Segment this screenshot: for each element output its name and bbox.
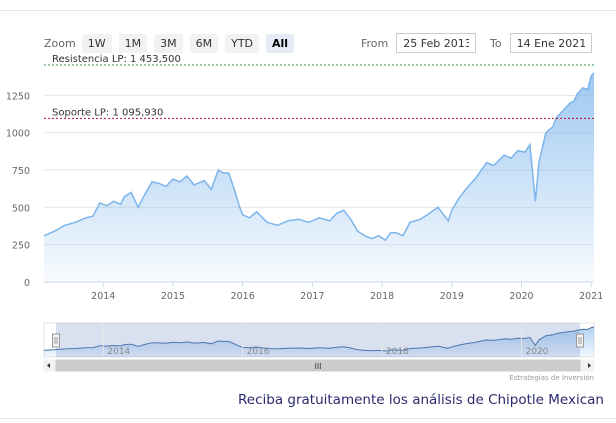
zoom-1m-button[interactable]: 1M: [118, 33, 148, 53]
zoom-all-button[interactable]: All: [266, 33, 295, 53]
zoom-label: Zoom: [44, 36, 76, 50]
x-tick-label: 2019: [440, 291, 464, 302]
to-date-input[interactable]: [509, 33, 592, 53]
x-tick-label: 2020: [509, 291, 533, 302]
zoom-toolbar: Zoom 1W 1M 3M 6M YTD All: [44, 33, 301, 53]
credits[interactable]: Estrategias de Inversión: [509, 374, 594, 382]
navigator-left-handle[interactable]: [52, 333, 60, 348]
x-tick-label: 2014: [91, 291, 115, 302]
y-tick-label: 0: [24, 278, 30, 289]
scroll-left-arrow-icon[interactable]: [47, 363, 50, 368]
range-to: To: [490, 33, 592, 53]
x-tick-label: 2017: [300, 291, 324, 302]
zoom-6m-button[interactable]: 6M: [189, 33, 219, 53]
from-date-input[interactable]: [396, 33, 477, 53]
y-tick-label: 250: [12, 241, 30, 252]
y-tick-label: 500: [12, 203, 30, 214]
top-rule: [0, 10, 616, 11]
scrollbar-thumb[interactable]: [55, 359, 581, 372]
x-tick-label: 2016: [231, 291, 255, 302]
support-label: Soporte LP: 1 095,930: [52, 107, 163, 118]
navigator-area: [44, 327, 594, 357]
x-tick-label: 2018: [370, 291, 394, 302]
handle-grip[interactable]: [576, 333, 584, 348]
from-label: From: [361, 36, 389, 50]
y-tick-label: 750: [12, 166, 30, 177]
handle-grip[interactable]: [52, 333, 60, 348]
zoom-3m-button[interactable]: 3M: [154, 33, 183, 53]
navigator-tick-label: 2018: [386, 347, 409, 357]
navigator-tick-label: 2016: [247, 347, 270, 357]
price-area: [44, 72, 594, 283]
range-from: From: [361, 33, 477, 53]
to-label: To: [490, 36, 502, 50]
price-line: [43, 72, 595, 242]
cta-link[interactable]: Reciba gratuitamente los análisis de Chi…: [238, 392, 604, 408]
x-tick-label: 2021: [579, 291, 603, 302]
zoom-1w-button[interactable]: 1W: [81, 33, 112, 53]
y-tick-label: 1250: [6, 91, 30, 102]
navigator-tick-label: 2020: [526, 347, 549, 357]
bottom-rule: [0, 418, 616, 419]
navigator-tick-label: 2014: [107, 347, 130, 357]
navigator-line: [43, 326, 595, 352]
scroll-right-arrow-icon[interactable]: [588, 363, 591, 368]
navigator-right-handle[interactable]: [576, 333, 584, 348]
navigator-mask: [56, 323, 580, 357]
scrollbar-grip-icon: III: [314, 362, 321, 371]
zoom-ytd-button[interactable]: YTD: [225, 33, 260, 53]
x-tick-label: 2015: [161, 291, 185, 302]
resistance-label: Resistencia LP: 1 453,500: [52, 54, 181, 65]
y-tick-label: 1000: [6, 129, 30, 140]
